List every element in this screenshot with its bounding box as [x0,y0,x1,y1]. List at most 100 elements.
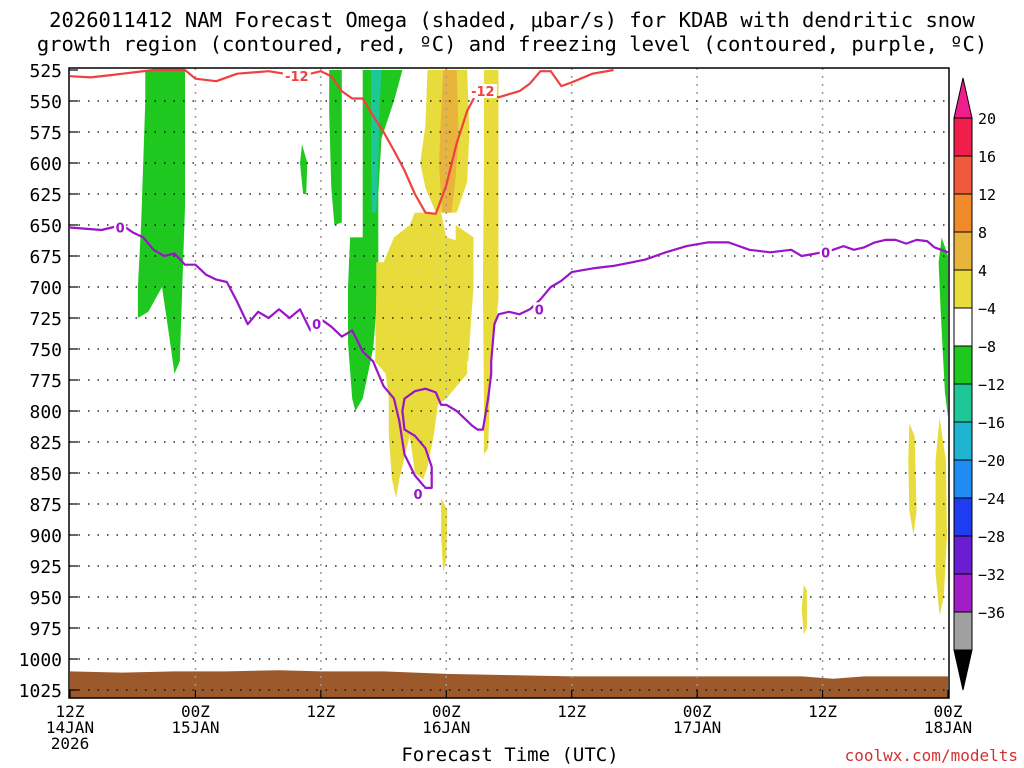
omega-colorbar: 20 16 12 8 4 −4 −8 −12 −16 −20 −24 −28 −32 −36 [953,77,1005,691]
contour-label: 0 [535,303,544,318]
colorbar-swatch [953,383,973,423]
contour-label: -12 [471,85,495,100]
contour-label-bg [468,84,497,99]
omega-region-2 [329,70,342,225]
plot-frame [68,67,950,699]
site-credit: coolwx.com/modelts [844,746,1018,765]
colorbar-level-label: −28 [978,528,1005,546]
colorbar-top-arrow [953,77,973,119]
y-tick-label: 875 [29,495,62,516]
y-tick-label: 825 [29,433,62,454]
colorbar-swatch [953,345,973,385]
colorbar-level-label: −32 [978,566,1005,584]
colorbar-level-label: −20 [978,452,1005,470]
ground-fill [70,670,948,698]
freezing-level-line [69,223,949,489]
colorbar-swatch [953,231,973,271]
x-tick-label: 14JAN [46,718,94,737]
x-tick-label: 12Z [56,702,85,721]
x-tick-label: 00Z [683,702,712,721]
colorbar-swatch [953,155,973,195]
contour-label-bg [412,487,425,502]
colorbar-level-label: −12 [978,376,1005,394]
colorbar-level-label: −4 [978,300,996,318]
contour-label: -12 [285,70,309,85]
colorbar-bottom-arrow [953,649,973,691]
colorbar-swatch [953,193,973,233]
y-tick-label: 750 [29,340,62,361]
colorbar-level-label: 8 [978,224,987,242]
omega-region-9 [455,225,474,362]
contour-label: 0 [414,488,423,503]
colorbar-swatch [953,497,973,537]
chart-title-line-2: growth region (contoured, red, ºC) and f… [36,32,988,56]
colorbar-level-label: −24 [978,490,1005,508]
y-tick-label: 650 [29,216,62,237]
omega-region-0 [137,70,185,374]
omega-region-3 [348,70,403,411]
ground-layer [70,670,948,698]
y-tick-label: 625 [29,185,62,206]
contour-label-bg [310,317,323,332]
x-tick-label: 12Z [808,702,837,721]
colorbar-swatch [953,573,973,613]
contour-label-bg [114,220,127,235]
x-tick-label: 12Z [306,702,335,721]
colorbar-level-label: −36 [978,604,1005,622]
colorbar-swatch [953,421,973,461]
y-tick-label: 1000 [19,650,62,671]
chart-title-line-1: 2026011412 NAM Forecast Omega (shaded, μ… [49,8,975,32]
colorbar-swatch [953,117,973,157]
omega-region-11 [908,423,917,535]
plot-background [69,68,949,698]
colorbar-swatch [953,459,973,499]
x-tick-label: 00Z [181,702,210,721]
omega-region-1 [300,144,308,194]
y-tick-label: 775 [29,371,62,392]
contour-label-bg [533,302,546,317]
x-tick-label: 15JAN [171,718,219,737]
y-tick-label: 550 [29,92,62,113]
x-tick-label: 12Z [557,702,586,721]
x-tick-label: 18JAN [924,718,972,737]
y-tick-label: 850 [29,464,62,485]
omega-region-5 [938,237,948,418]
x-tick-label: 17JAN [673,718,721,737]
contour-label: 0 [116,221,125,236]
x-tick-label: 2026 [51,734,90,753]
y-tick-label: 725 [29,309,62,330]
contour-labels: -12 -12 0 0 0 0 0 [114,69,832,503]
colorbar-level-label: −8 [978,338,996,356]
y-tick-label: 700 [29,278,62,299]
omega-region-8 [482,70,499,455]
dgz-contour-line [69,68,614,215]
y-tick-label: 900 [29,526,62,547]
colorbar-level-label: 16 [978,148,996,166]
colorbar-level-label: 4 [978,262,987,280]
omega-shading [137,70,948,635]
x-tick-label: 00Z [432,702,461,721]
colorbar-level-label: 20 [978,110,996,128]
y-tick-label: 575 [29,123,62,144]
contour-label-bg [282,69,311,84]
y-tick-label: 925 [29,557,62,578]
x-tick-label: 16JAN [422,718,470,737]
contour-label-bg [819,245,832,260]
omega-region-13 [801,584,807,635]
contour-label: 0 [821,246,830,261]
x-axis-label: Forecast Time (UTC) [401,744,619,766]
pressure-axis: 525 550 575 600 625 650 675 700 725 750 775 800 825 8… [19,61,78,702]
y-tick-label: 1025 [19,681,62,702]
y-tick-label: 800 [29,402,62,423]
y-tick-label: 525 [29,61,62,82]
omega-region-4 [371,70,382,213]
y-tick-label: 675 [29,247,62,268]
colorbar-swatch [953,307,973,347]
colorbar-swatch [953,535,973,575]
contour-label: 0 [312,318,321,333]
colorbar-swatch [953,269,973,309]
y-tick-label: 975 [29,619,62,640]
x-tick-label: 00Z [934,702,963,721]
y-tick-label: 600 [29,154,62,175]
